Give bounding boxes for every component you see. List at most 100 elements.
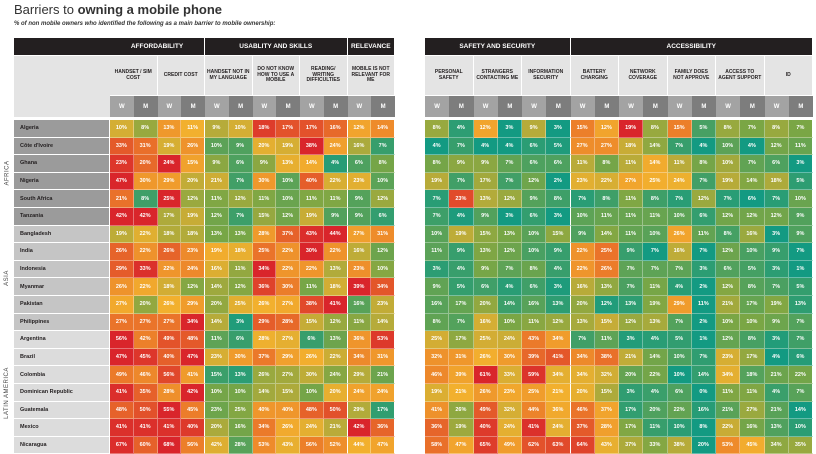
cell-value: 11% [625, 160, 636, 167]
heatmap-cell: 10% [522, 243, 547, 261]
cell-value: 18% [258, 125, 270, 132]
cell-value: 17% [746, 354, 758, 361]
heatmap-cell: 3% [764, 260, 789, 279]
heatmap-cell: 13% [594, 278, 619, 296]
cell-value: 26% [600, 266, 612, 273]
heatmap-cell: 18% [740, 366, 765, 384]
heatmap-cell: 39% [449, 366, 474, 384]
heatmap-cell: 44% [347, 436, 372, 454]
heatmap-cell: 11% [619, 225, 644, 244]
cell-value: 7% [456, 178, 465, 185]
heatmap-cell: 14% [300, 155, 324, 173]
heatmap-cell: 6% [522, 278, 547, 296]
cell-value: 21% [377, 371, 389, 378]
heatmap-row: 27% 20% 26% 29% 20% 25% 26% 27% 38% 41% 16% 23% [110, 295, 395, 314]
cell-value: 25% [649, 178, 661, 185]
heatmap-cell: 8% [594, 190, 619, 208]
heatmap-cell: 34% [347, 348, 372, 367]
gender-m-label: M [691, 95, 716, 117]
cell-value: 6% [675, 389, 684, 396]
heatmap-cell: 9% [764, 313, 789, 332]
cell-value: 11% [601, 336, 612, 343]
cell-value: 3% [432, 266, 441, 273]
heatmap-cell: 43% [522, 331, 547, 349]
gender-m-label: M [276, 95, 300, 117]
cell-value: 8% [432, 160, 441, 167]
cell-value: 10% [722, 160, 734, 167]
cell-value: 12% [746, 213, 758, 220]
cell-value: 50% [139, 406, 151, 413]
heatmap-cell: 17% [740, 295, 765, 314]
heatmap-cell: 9% [764, 243, 789, 261]
heatmap-cell: 6% [716, 260, 741, 279]
heatmap-cell: 3% [497, 207, 522, 226]
cell-value: 40% [258, 406, 270, 413]
cell-value: 6% [307, 336, 316, 343]
region-label: LATIN AMERICA [0, 331, 14, 454]
cell-value: 10% [794, 424, 806, 431]
cell-value: 16% [479, 318, 491, 325]
cell-value: 7% [505, 178, 514, 185]
cell-value: 11% [258, 195, 270, 202]
heatmap-cell: 11% [619, 207, 644, 226]
heatmap-cell: 20% [252, 137, 277, 156]
gender-m-label: M [371, 95, 395, 117]
cell-value: 36% [353, 336, 365, 343]
cell-value: 10% [746, 318, 758, 325]
cell-value: 9% [578, 230, 587, 237]
heatmap-cell: 25% [157, 190, 182, 208]
heatmap-cell: 38% [300, 295, 324, 314]
heatmap-cell: 6% [347, 155, 372, 173]
heatmap-cell: 15% [594, 383, 619, 402]
cell-value: 7% [456, 142, 465, 149]
cell-value: 38% [305, 142, 317, 149]
cell-value: 4% [650, 389, 659, 396]
heatmap-cell: 12% [594, 120, 619, 138]
heatmap-cell: 6% [473, 278, 498, 296]
cell-value: 10% [649, 230, 661, 237]
cell-value: 10% [234, 125, 246, 132]
heatmap-cell: 10% [667, 348, 692, 367]
heatmap-row: 27% 27% 27% 34% 14% 3% 29% 28% 15% 12% 11% 14% [110, 313, 395, 332]
cell-value: 29% [353, 371, 365, 378]
cell-value: 3% [553, 283, 562, 290]
cell-value: 7% [772, 195, 781, 202]
cell-value: 14% [503, 301, 515, 308]
heatmap-cell: 13% [323, 260, 348, 279]
heatmap-cell: 24% [347, 383, 372, 402]
cell-value: 47% [455, 441, 467, 448]
cell-value: 5% [553, 142, 562, 149]
heatmap-cell: 40% [276, 401, 300, 420]
heatmap-cell: 11% [323, 190, 348, 208]
heatmap-cell: 28% [228, 436, 253, 454]
cell-value: 4% [481, 142, 490, 149]
heatmap-cell: 9% [546, 243, 571, 261]
heatmap-cell: 24% [497, 331, 522, 349]
cell-value: 7% [675, 195, 684, 202]
barrier-header: READING/ WRITING DIFFICULTIES [300, 55, 348, 95]
heatmap-cell: 48% [181, 331, 205, 349]
heatmap-cell: 37% [252, 348, 277, 367]
heatmap-cell: 22% [667, 401, 692, 420]
heatmap-row: 36% 19% 40% 24% 41% 24% 37% 28% 17% 11% 10% 8% 22% 16… [425, 419, 813, 437]
heatmap-cell: 11% [570, 155, 595, 173]
cell-value: 41% [115, 424, 127, 431]
heatmap-cell: 9% [449, 155, 474, 173]
cell-value: 9% [529, 195, 538, 202]
cell-value: 42% [139, 336, 151, 343]
region-name: ASIA [4, 270, 10, 287]
gender-w-label: W [764, 95, 789, 117]
cell-value: 17% [479, 178, 491, 185]
heatmap-cell: 5% [788, 278, 813, 296]
cell-value: 11% [698, 230, 709, 237]
heatmap-cell: 10% [522, 225, 547, 244]
cell-value: 7% [796, 248, 805, 255]
cell-value: 12% [697, 195, 709, 202]
cell-value: 26% [258, 301, 270, 308]
heatmap-cell: 49% [497, 436, 522, 454]
cell-value: 20% [576, 389, 588, 396]
cell-value: 22% [576, 266, 588, 273]
cell-value: 20% [210, 301, 222, 308]
heatmap-cell: 10% [228, 383, 253, 402]
cell-value: 28% [234, 441, 246, 448]
